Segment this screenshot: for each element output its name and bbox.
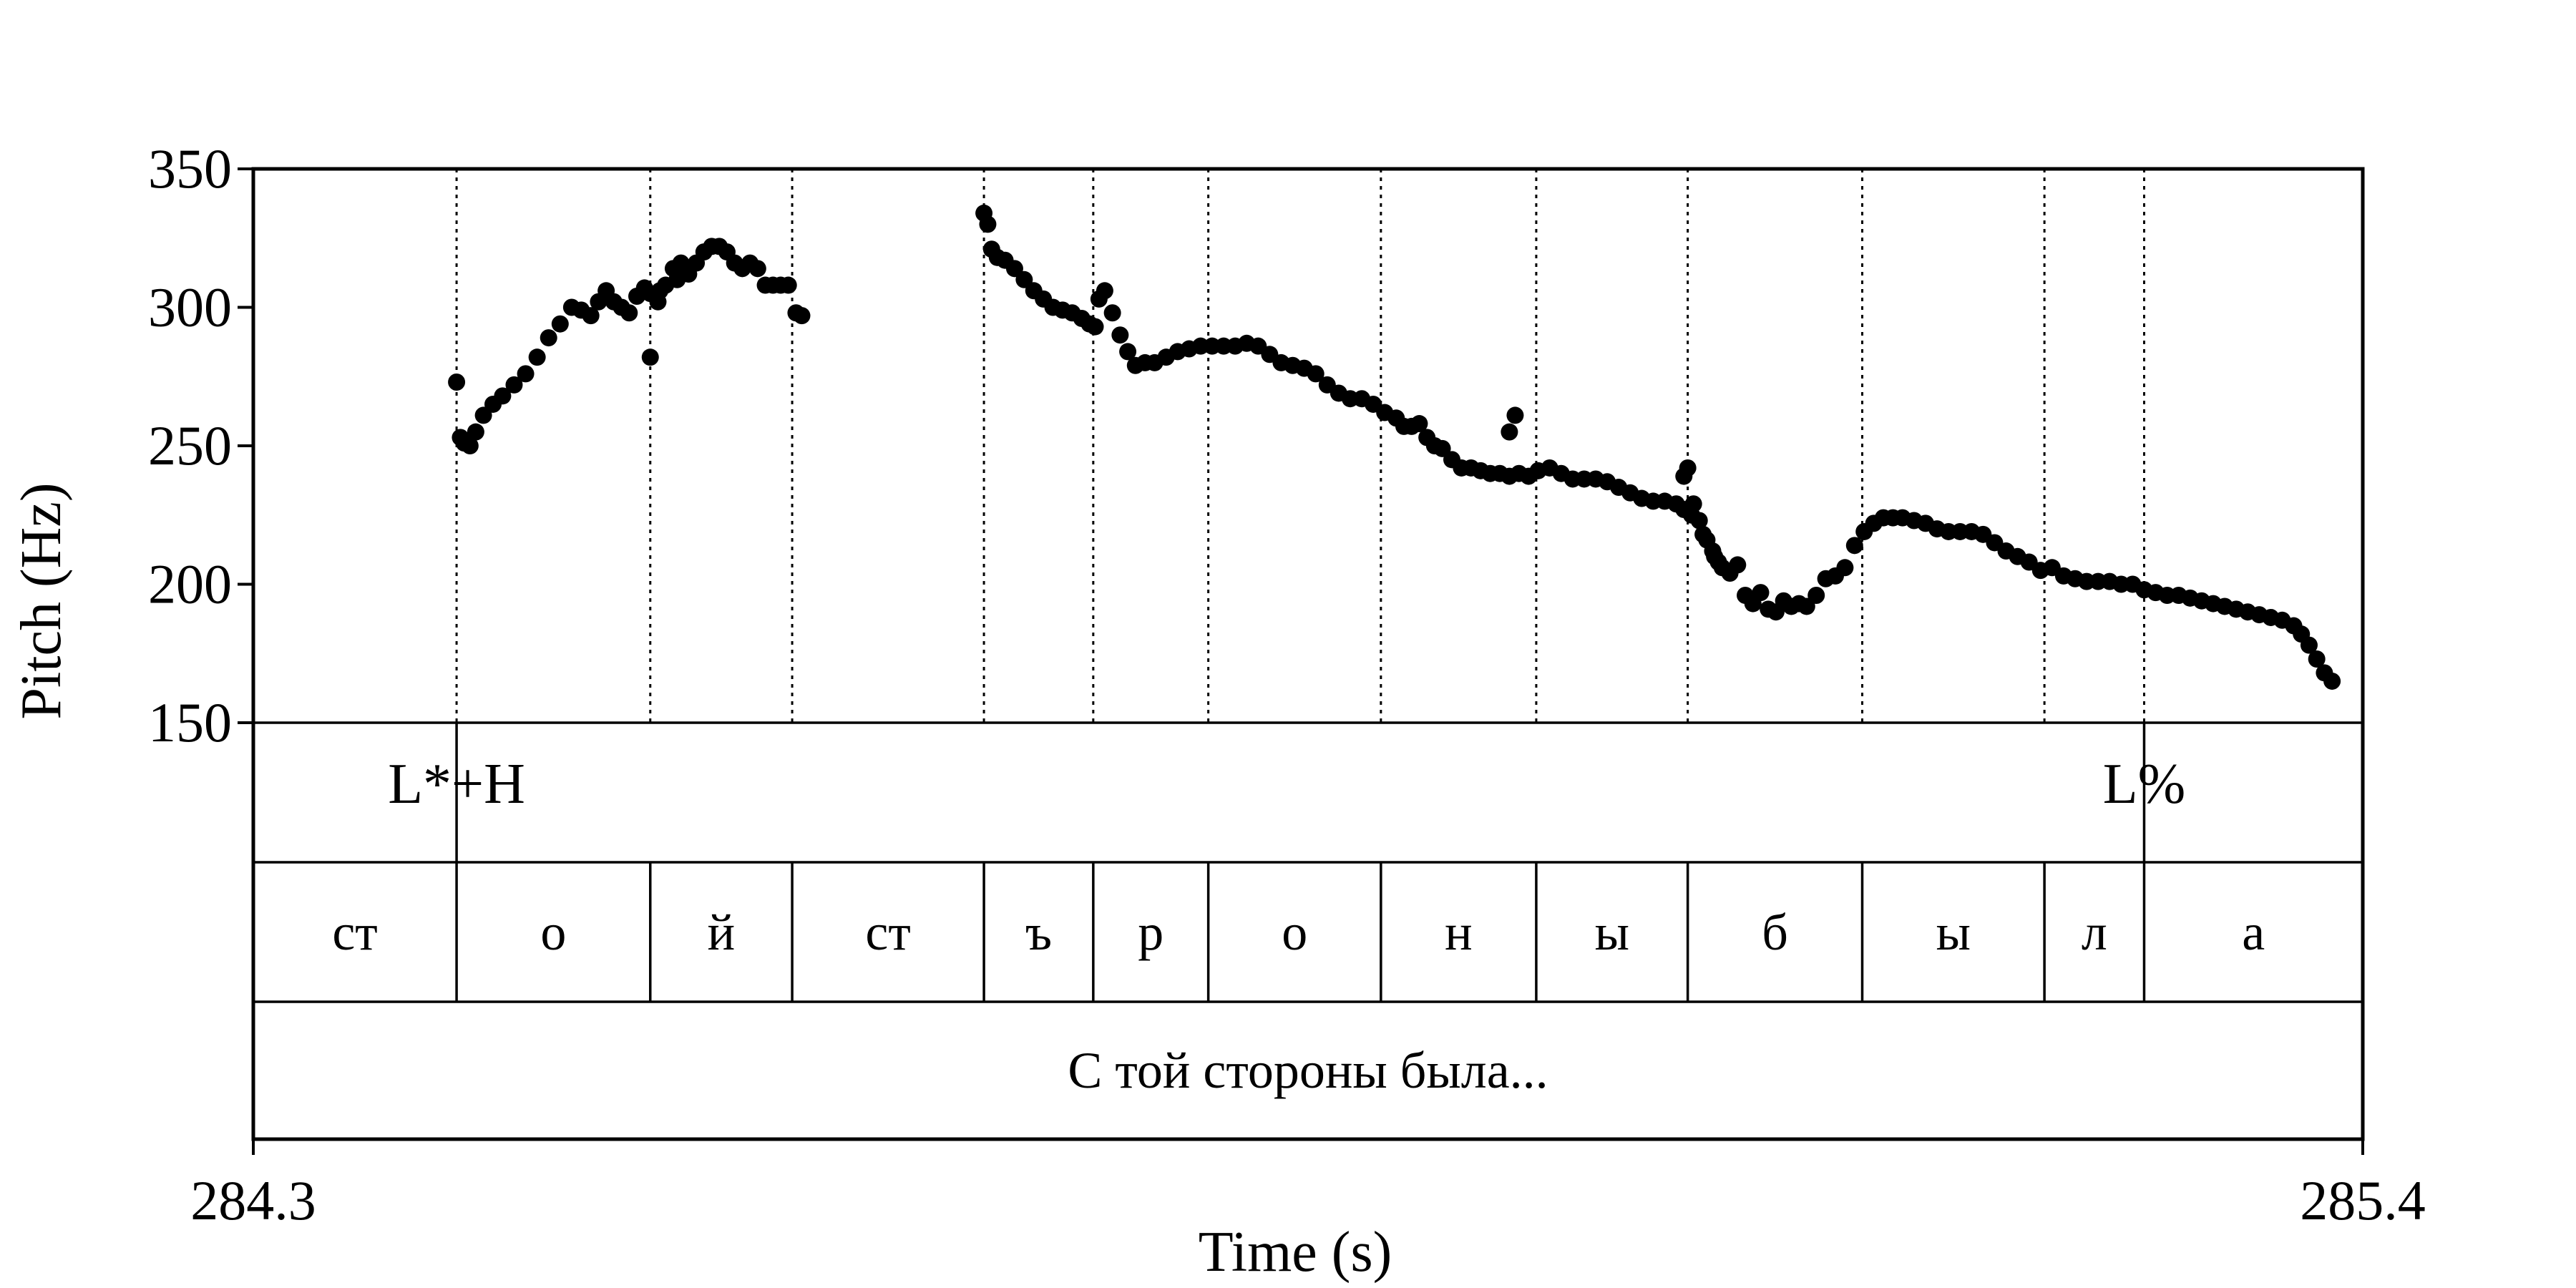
y-tick-label: 150 [148,691,232,753]
pitch-point [494,387,512,405]
pitch-point [1679,459,1697,477]
pitch-point [620,304,638,322]
pitch-point [1694,525,1712,543]
pitch-point [467,423,484,441]
segment-label: о [540,904,566,961]
tone-label: L% [2103,753,2186,816]
y-tick-label: 350 [148,137,232,200]
pitch-point [1752,584,1770,602]
pitch-point [1005,260,1023,278]
pitch-point [793,307,811,325]
pitch-point [1103,304,1121,322]
pitch-point [1111,326,1129,344]
x-tick-label: 285.4 [2300,1169,2426,1231]
pitch-point [540,329,557,347]
pitch-point [779,276,797,294]
pitch-point [2323,672,2341,690]
segment-label: а [2242,904,2265,961]
segment-label: ст [332,904,377,961]
y-tick-label: 300 [148,276,232,338]
pitch-point [1729,556,1747,574]
pitch-point [1845,537,1863,555]
pitch-point [1410,415,1428,433]
pitch-point [1119,343,1137,361]
segment-label: н [1445,904,1473,961]
pitch-point [1506,406,1524,424]
segment-label: б [1762,904,1788,961]
y-tick-label: 250 [148,414,232,477]
segment-label: о [1282,904,1307,961]
axis-ticks [238,167,2364,1155]
pitch-point [1684,495,1702,513]
pitch-point [2308,650,2326,668]
pitch-point [1797,597,1815,615]
tier-frames [251,167,2365,1141]
segment-label: й [708,904,736,961]
pitch-point [979,215,997,233]
pitch-point [1690,512,1708,530]
tone-label: L*+H [388,753,525,816]
pitch-point [551,315,569,333]
tier-labels: L*+H L% ст о й ст ъ р о н ы б ы л а С той стороны была.… [148,137,2426,1231]
pitch-point [2300,636,2318,654]
segment-label: ст [865,904,910,961]
x-axis-label: Time (s) [1199,1221,1392,1284]
segment-label: л [2082,904,2107,961]
pitch-point [1501,423,1518,441]
pitch-point [517,365,535,383]
y-axis-label: Pitch (Hz) [10,482,73,719]
pitch-point [1807,586,1825,604]
pitch-point [668,270,686,288]
y-tick-label: 200 [148,553,232,615]
segment-label: ы [1936,904,1971,961]
pitch-point [474,406,492,424]
pitch-point [582,307,600,325]
segment-label: ъ [1025,904,1052,961]
pitch-point [1086,318,1104,336]
pitch-point [1015,270,1033,288]
segment-boundary-lines [455,169,2145,723]
pitch-point [1709,553,1727,571]
segment-label: ы [1595,904,1629,961]
pitch-points [448,204,2341,690]
pitch-point [461,437,479,454]
pitch-point [1433,439,1451,457]
pitch-point [528,348,546,366]
pitch-point [1307,365,1324,383]
figure-frame [251,167,2365,1141]
pitch-point [1096,282,1113,300]
pitch-point [1836,559,1854,577]
pitch-point [448,373,466,391]
x-tick-label: 284.3 [190,1169,316,1231]
pitch-point [505,376,523,394]
segment-label: р [1138,904,1163,961]
phrase-label: С той стороны была... [1068,1042,1548,1099]
pitch-point [641,348,659,366]
pitch-point [748,260,766,278]
pitch-point [651,282,669,300]
